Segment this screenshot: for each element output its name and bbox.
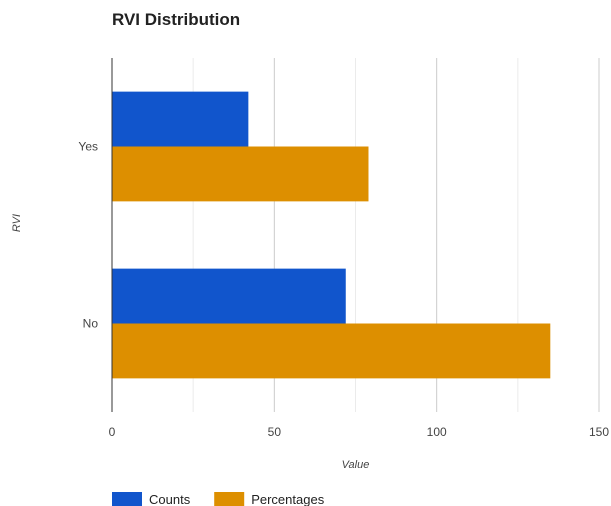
axis-layer: Yes No 0 50 100 150 Value RVI (11, 58, 609, 471)
chart-title: RVI Distribution (112, 10, 241, 29)
y-tick-label: No (83, 317, 99, 331)
y-tick-label: Yes (78, 140, 98, 154)
x-tick-label: 150 (589, 425, 609, 439)
x-tick-label: 100 (427, 425, 447, 439)
y-axis-title: RVI (11, 214, 23, 232)
bar-percentages-yes (112, 146, 369, 202)
x-tick-label: 0 (109, 425, 116, 439)
bar-percentages-no (112, 323, 551, 379)
legend-swatch-percentages (214, 492, 245, 506)
x-tick-label: 50 (268, 425, 282, 439)
legend-layer: Counts Percentages (112, 492, 325, 506)
legend-label-percentages: Percentages (251, 492, 324, 506)
bar-counts-no (112, 268, 346, 324)
legend-label-counts: Counts (149, 492, 191, 506)
bar-counts-yes (112, 91, 249, 147)
legend-swatch-counts (112, 492, 142, 506)
bars-layer (112, 91, 551, 379)
x-axis-title: Value (342, 459, 370, 471)
